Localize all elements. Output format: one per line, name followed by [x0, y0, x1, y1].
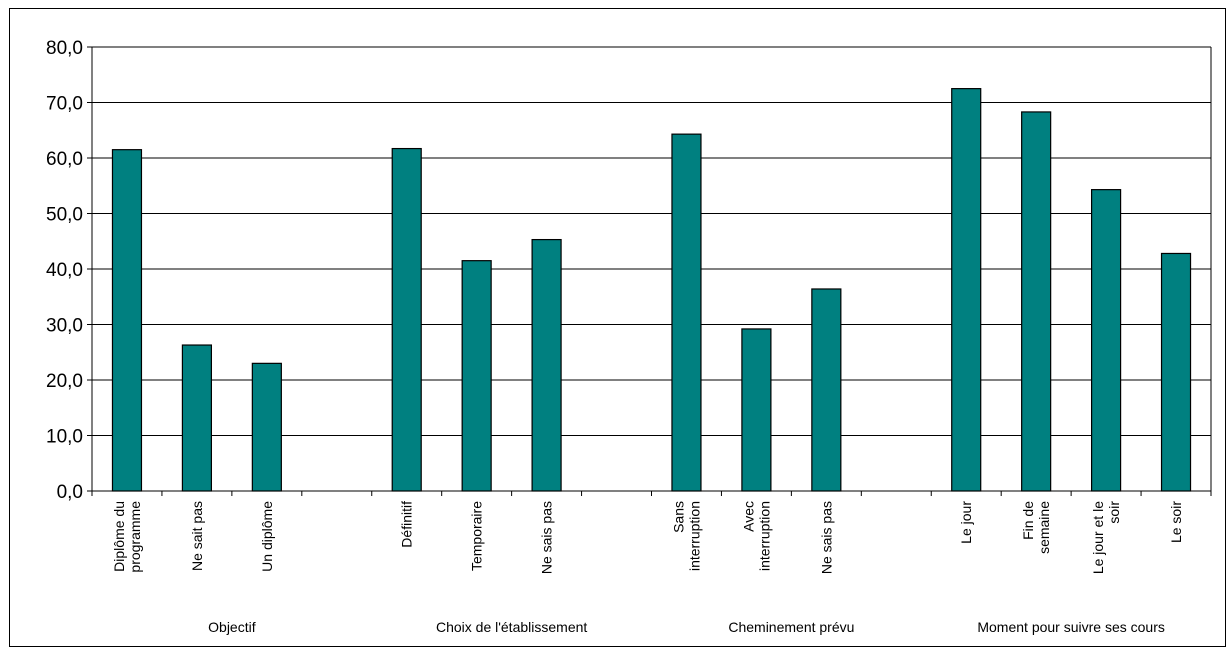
y-tick-label: 50,0	[46, 205, 83, 226]
category-label-line: Ne sait pas	[189, 501, 205, 571]
category-label: Définitif	[399, 501, 415, 548]
category-label-line: Sans	[670, 501, 686, 533]
category-label-line: Ne sais pas	[539, 501, 555, 574]
bar	[531, 238, 562, 492]
category-label: Le jour	[958, 501, 974, 544]
group-label: Choix de l'établissement	[436, 619, 587, 635]
group-label: Objectif	[208, 619, 256, 635]
category-label-line: Définitif	[399, 501, 415, 548]
bar	[1090, 189, 1122, 492]
category-label: Le soir	[1168, 501, 1184, 543]
category-label-line: semaine	[1036, 501, 1052, 554]
y-tick-label: 30,0	[46, 316, 83, 337]
category-label-line: soir	[1106, 501, 1122, 524]
category-label-line: Fin de	[1020, 501, 1036, 540]
bar	[251, 362, 282, 492]
category-label: Un diplôme	[259, 501, 275, 572]
y-tick-label: 40,0	[46, 260, 83, 281]
bar	[391, 147, 422, 492]
category-label: Ne sais pas	[539, 501, 555, 574]
bar	[111, 149, 143, 492]
category-label-line: programme	[127, 501, 143, 573]
category-labels: Diplôme duprogramme Ne sait pas Un diplôme…	[111, 501, 1184, 575]
category-label: Fin desemaine	[1020, 501, 1052, 554]
category-label-line: Le jour	[958, 501, 974, 544]
y-tick-label: 70,0	[46, 94, 83, 115]
bar	[951, 88, 982, 492]
category-label-line: Temporaire	[469, 501, 485, 571]
bar	[461, 260, 492, 492]
category-label: Le jour et lesoir	[1090, 501, 1122, 575]
y-tick-label: 0,0	[57, 482, 83, 503]
group-labels: Objectif Choix de l'établissement Cheminem…	[208, 619, 1165, 635]
category-label: Sansinterruption	[670, 501, 702, 571]
category-label-line: Le jour et le	[1090, 501, 1106, 574]
category-label-line: Le soir	[1168, 501, 1184, 543]
y-tick-label: 60,0	[46, 149, 83, 170]
bar	[741, 328, 772, 492]
category-label: Ne sais pas	[818, 501, 834, 574]
bar	[1021, 111, 1052, 492]
y-axis-tick-labels: 0,0 10,0 20,0 30,0 40,0 50,0 60,0 70,0 80,0	[46, 38, 83, 503]
category-label-line: Un diplôme	[259, 501, 275, 572]
category-label: Ne sait pas	[189, 501, 205, 571]
group-label: Moment pour suivre ses cours	[977, 619, 1165, 635]
y-tick-label: 10,0	[46, 427, 83, 448]
group-label: Cheminement prévu	[728, 619, 854, 635]
category-label-line: Diplôme du	[111, 501, 127, 572]
category-label-line: Avec	[740, 501, 756, 532]
category-label: Diplôme duprogramme	[111, 501, 143, 573]
bar	[1160, 252, 1192, 492]
y-tick-label: 80,0	[46, 38, 83, 59]
category-label-line: interruption	[686, 501, 702, 571]
category-label: Temporaire	[469, 501, 485, 571]
bar	[811, 288, 842, 492]
category-label: Avecinterruption	[740, 501, 772, 571]
category-label-line: Ne sais pas	[818, 501, 834, 574]
bar	[181, 344, 213, 492]
axes	[87, 46, 1212, 496]
bars	[111, 88, 1192, 492]
bar	[671, 133, 702, 492]
category-label-line: interruption	[756, 501, 772, 571]
y-tick-label: 20,0	[46, 371, 83, 392]
